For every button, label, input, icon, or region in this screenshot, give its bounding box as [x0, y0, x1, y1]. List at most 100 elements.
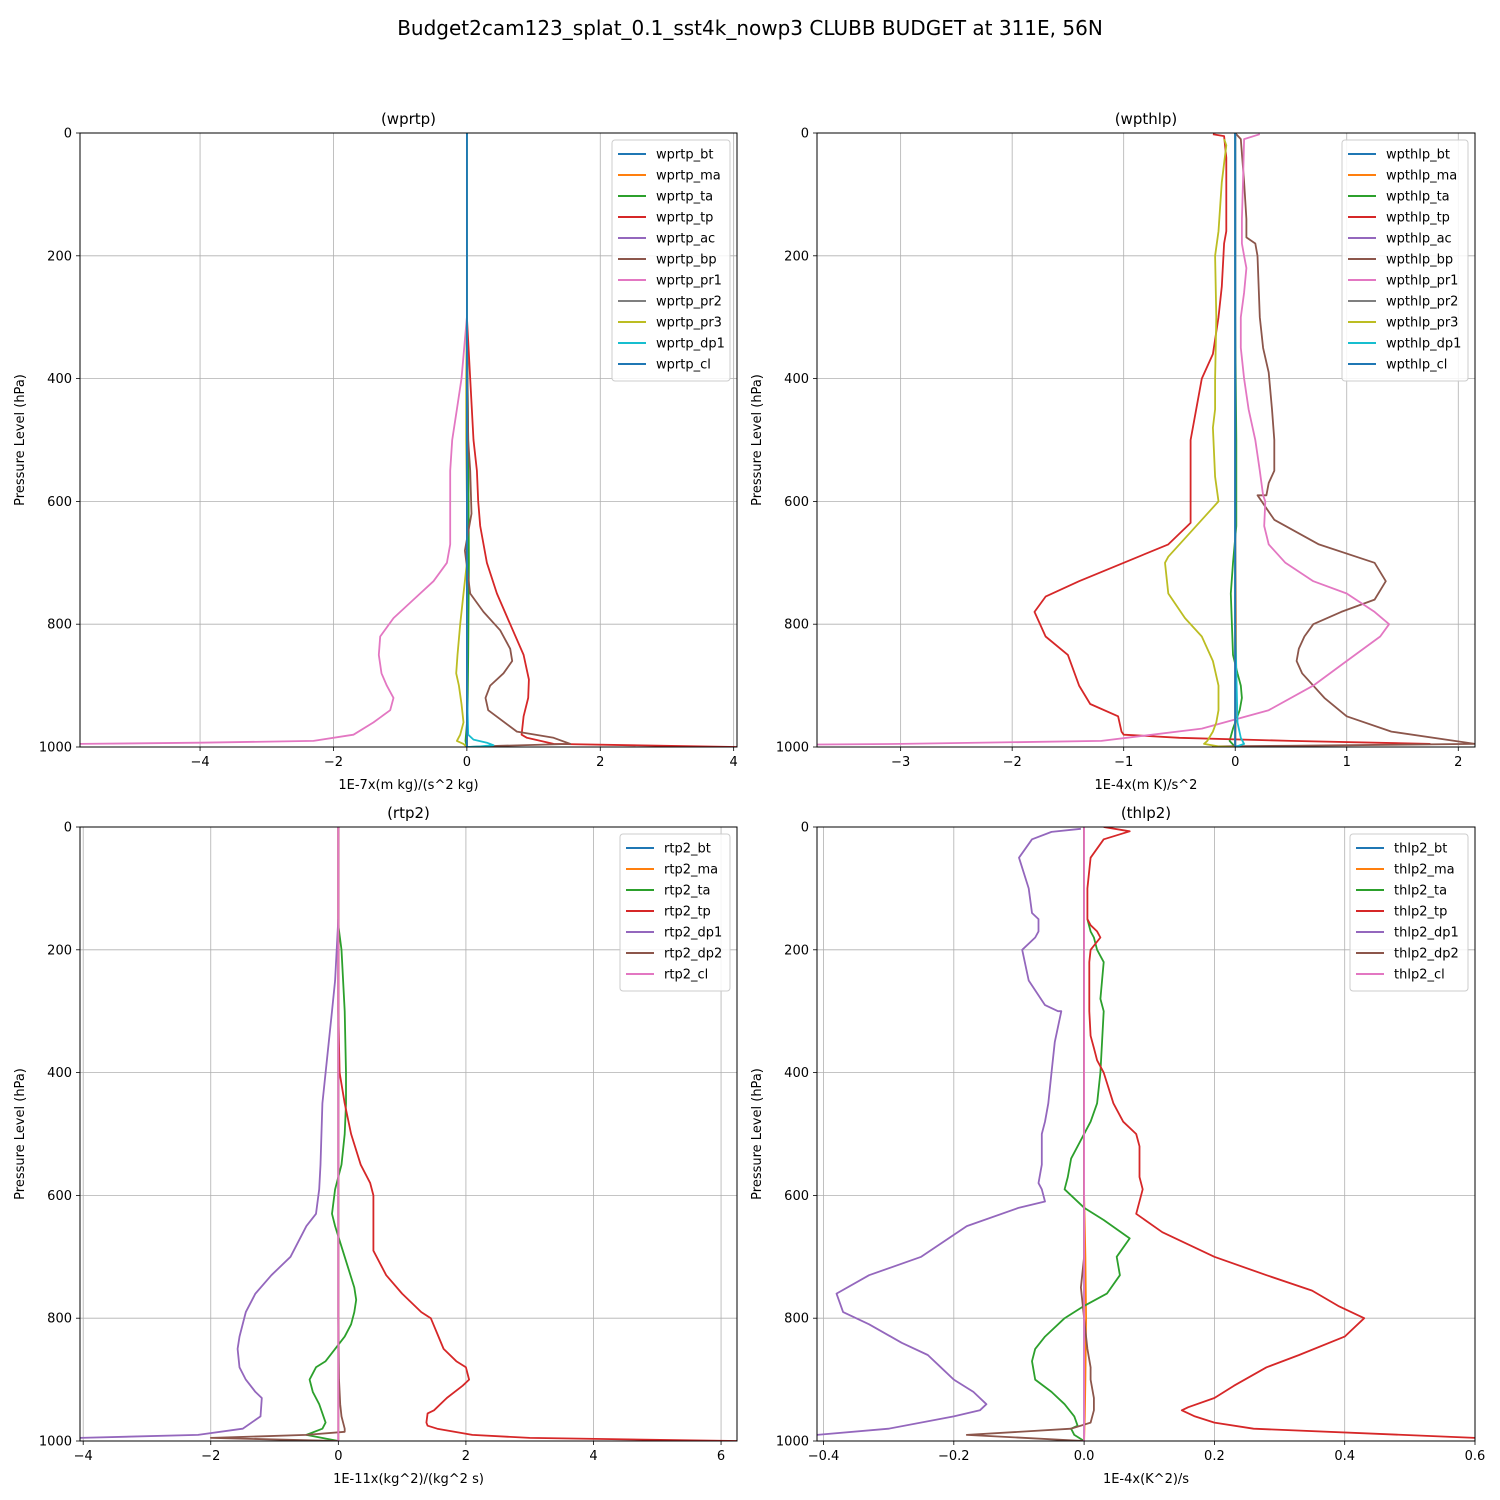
series-line-wpthlp_pr1	[817, 133, 1390, 746]
series-line-thlp2_ta	[1031, 918, 1131, 1441]
legend-entry: wprtp_pr2	[656, 295, 722, 310]
tick-label-y: 0	[64, 821, 72, 836]
x-axis-label: 1E-4x(K^2)/s	[1103, 1472, 1189, 1487]
legend-entry: wpthlp_bp	[1386, 253, 1453, 268]
tick-label-y: 800	[784, 618, 809, 633]
figure-title: Budget2cam123_splat_0.1_sst4k_nowp3 CLUB…	[397, 16, 1103, 40]
series-line-thlp2_dp1	[817, 827, 1081, 1436]
legend-entry: wpthlp_tp	[1386, 211, 1450, 226]
legend-entry: rtp2_ma	[664, 863, 718, 878]
legend-entry: wpthlp_pr1	[1386, 274, 1458, 289]
tick-label-x: 0	[463, 755, 471, 770]
tick-label-x: −0.2	[938, 1449, 970, 1464]
axes-frame	[816, 132, 1476, 748]
tick-label-y: 1000	[776, 1435, 809, 1450]
tick-label-y: 400	[47, 372, 72, 387]
legend-entry: wpthlp_ma	[1386, 169, 1457, 184]
chart-panel: −3 −2 −1 0 1 2 0 200 400 600 800 1000 (wpthlp) 1E-4x(…	[750, 110, 1476, 793]
tick-label-x: 2	[1454, 755, 1462, 770]
y-axis-label: Pressure Level (hPa)	[13, 1068, 28, 1200]
tick-label-x: 0	[334, 1449, 342, 1464]
legend-entry: thlp2_dp2	[1394, 947, 1459, 962]
legend-entry: wprtp_tp	[656, 211, 713, 226]
tick-label-y: 200	[784, 249, 809, 264]
tick-label-y: 600	[47, 495, 72, 510]
tick-label-y: 600	[784, 1189, 809, 1204]
tick-label-y: 800	[784, 1312, 809, 1327]
legend-entry: thlp2_dp1	[1394, 926, 1459, 941]
legend-entry: thlp2_bt	[1394, 842, 1447, 857]
legend-entry: wpthlp_bt	[1386, 148, 1450, 163]
legend: wprtp_bt wprtp_ma wprtp_ta wprtp_tp wprtp_ac…	[611, 139, 731, 382]
tick-label-x: −3	[891, 755, 910, 770]
legend-entry: wprtp_dp1	[656, 337, 725, 352]
series-line-wpthlp_pr3	[1164, 138, 1236, 747]
tick-label-y: 400	[784, 372, 809, 387]
y-axis-label: Pressure Level (hPa)	[750, 374, 765, 506]
tick-label-x: −4	[74, 1449, 93, 1464]
legend-entry: wprtp_cl	[656, 358, 711, 373]
series-line-rtp2_ta	[305, 925, 358, 1441]
legend: thlp2_bt thlp2_ma thlp2_ta thlp2_tp thlp2_dp…	[1349, 833, 1469, 992]
tick-label-x: 0.0	[1074, 1449, 1095, 1464]
legend-box	[619, 833, 731, 992]
legend-entry: rtp2_tp	[664, 905, 711, 920]
tick-label-y: 1000	[39, 1435, 72, 1450]
tick-label-y: 800	[47, 1312, 72, 1327]
legend-entry: rtp2_ta	[664, 884, 711, 899]
axes-title: (wpthlp)	[1115, 110, 1178, 128]
series-line-thlp2_tp	[1086, 827, 1475, 1439]
tick-label-y: 200	[47, 943, 72, 958]
legend-entry: wprtp_bt	[656, 148, 713, 163]
tick-label-x: −1	[1114, 755, 1133, 770]
x-axis-label: 1E-4x(m K)/s^2	[1095, 778, 1198, 793]
y-axis-label: Pressure Level (hPa)	[750, 1068, 765, 1200]
tick-label-y: 0	[801, 821, 809, 836]
tick-label-x: 6	[717, 1449, 725, 1464]
legend-entry: wprtp_ma	[656, 169, 721, 184]
legend-entry: wprtp_ac	[656, 232, 715, 247]
legend-entry: rtp2_cl	[664, 968, 708, 983]
legend-entry: wprtp_pr1	[656, 274, 722, 289]
legend-entry: thlp2_ta	[1394, 884, 1447, 899]
legend-entry: wpthlp_cl	[1386, 358, 1447, 373]
tick-label-x: 4	[589, 1449, 597, 1464]
tick-label-y: 600	[784, 495, 809, 510]
series-line-wprtp_tp	[465, 133, 737, 747]
chart-panel: −4 −2 0 2 4 0 200 400 600 800 1000 (wprtp) 1E-7x(m k…	[13, 110, 738, 793]
legend-entry: thlp2_cl	[1394, 968, 1445, 983]
series-line-wprtp_dp1	[465, 133, 495, 747]
chart-panel: −4 −2 0 2 4 6 0 200 400 600 800 1000 (rtp2) 1E-11x(kg…	[13, 804, 738, 1487]
series-line-wprtp_pr3	[455, 133, 468, 747]
tick-label-y: 1000	[39, 741, 72, 756]
legend: wpthlp_bt wpthlp_ma wpthlp_ta wpthlp_tpwpth…	[1341, 139, 1469, 382]
legend-entry: wprtp_bp	[656, 253, 717, 268]
tick-label-y: 1000	[776, 741, 809, 756]
tick-label-y: 600	[47, 1189, 72, 1204]
legend-box	[1341, 139, 1469, 382]
legend-entry: thlp2_ma	[1394, 863, 1455, 878]
series-line-wprtp_pr1	[80, 133, 468, 745]
legend-entry: wprtp_ta	[656, 190, 713, 205]
tick-label-y: 400	[784, 1066, 809, 1081]
series-line-rtp2_dp1	[80, 919, 340, 1439]
x-axis-label: 1E-7x(m kg)/(s^2 kg)	[338, 778, 478, 793]
legend: rtp2_bt rtp2_ma rtp2_ta rtp2_tp rtp2_dp1 rtp2…	[619, 833, 731, 992]
tick-label-x: 0.4	[1334, 1449, 1355, 1464]
tick-label-x: −0.4	[808, 1449, 840, 1464]
tick-label-x: 0.2	[1204, 1449, 1225, 1464]
series-line-wprtp_bp	[463, 133, 572, 747]
legend-entry: wpthlp_pr2	[1386, 295, 1458, 310]
tick-label-y: 200	[47, 249, 72, 264]
x-axis-label: 1E-11x(kg^2)/(kg^2 s)	[333, 1472, 484, 1487]
tick-label-x: 1	[1343, 755, 1351, 770]
legend-entry: wpthlp_dp1	[1386, 337, 1461, 352]
tick-label-x: 2	[462, 1449, 470, 1464]
tick-label-x: 0	[1231, 755, 1239, 770]
tick-label-y: 0	[801, 127, 809, 142]
axes-frame	[79, 132, 738, 748]
tick-label-x: 4	[730, 755, 738, 770]
tick-label-x: 2	[596, 755, 604, 770]
